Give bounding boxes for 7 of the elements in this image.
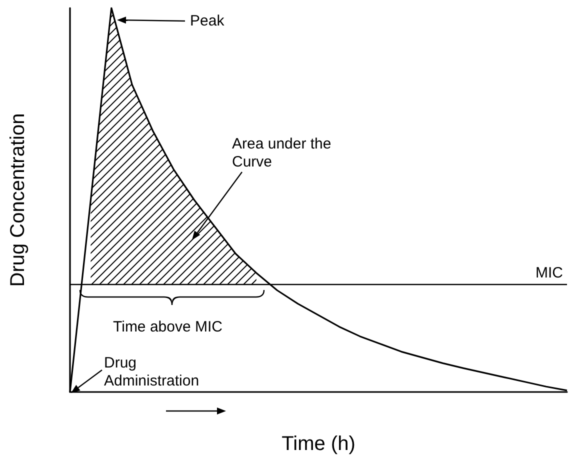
x-axis-title: Time (h) [282,433,356,455]
ref-line-label: MIC [536,264,564,282]
y-axis-title: Drug Concentration [7,113,29,287]
annotation: Peak [190,12,225,30]
annotation: Area under the Curve [232,136,336,170]
annotation: Time above MIC [113,318,223,336]
annotation: Drug Administration [104,354,200,390]
